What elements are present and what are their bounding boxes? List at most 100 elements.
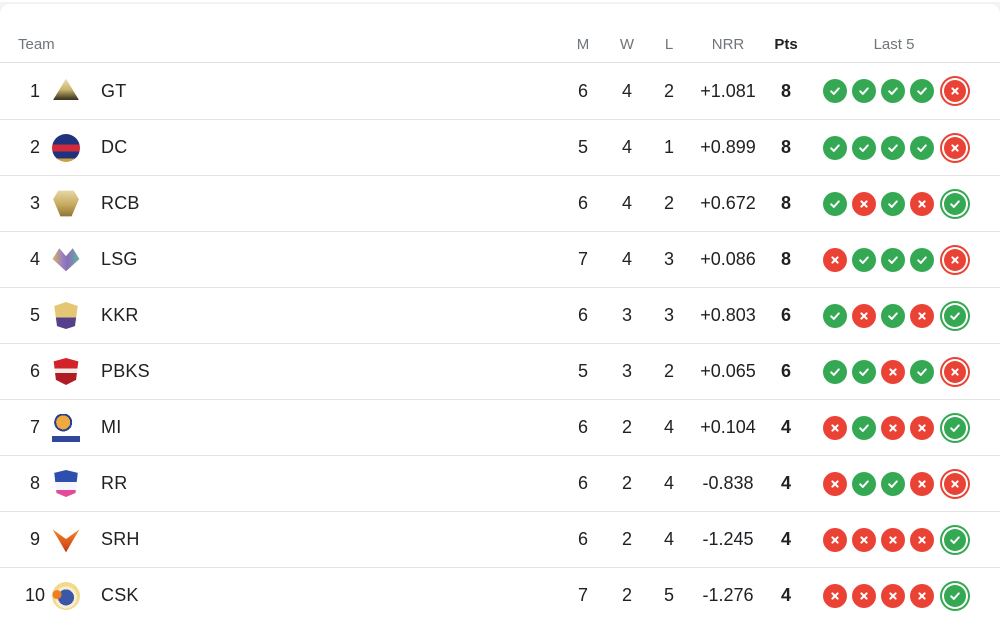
team-logo-cell xyxy=(52,358,80,386)
losses-value: 2 xyxy=(663,193,674,213)
matches-value: 5 xyxy=(577,361,588,381)
loss-cross-icon xyxy=(910,527,934,552)
win-check-icon xyxy=(823,359,847,384)
points-table-card: Team M W L NRR Pts Last 5 1 GT 6 4 2 +1.… xyxy=(0,4,1000,623)
team-logo-cell xyxy=(52,526,80,554)
nrr-value: -1.276 xyxy=(702,585,754,605)
team-logo-cell xyxy=(52,246,80,274)
team-rank: 2 xyxy=(29,137,40,157)
losses-value: 2 xyxy=(663,80,674,101)
win-check-icon xyxy=(881,135,905,160)
losses-value: 3 xyxy=(663,249,674,269)
wins-value: 4 xyxy=(621,80,632,101)
losses-value: 4 xyxy=(663,529,674,549)
team-rank: 5 xyxy=(29,305,40,325)
win-check-icon xyxy=(823,303,847,328)
team-logo-cell xyxy=(52,413,80,442)
points-value: 4 xyxy=(780,473,791,493)
table-row[interactable]: 5 KKR 6 3 3 +0.803 6 xyxy=(0,287,1000,343)
win-check-icon xyxy=(944,528,966,551)
points-value: 6 xyxy=(780,305,791,325)
loss-cross-icon xyxy=(944,360,966,383)
team-logo-cell xyxy=(52,302,80,330)
table-row[interactable]: 2 DC 5 4 1 +0.899 8 xyxy=(0,119,1000,175)
last5-results xyxy=(818,525,970,555)
table-row[interactable]: 3 RCB 6 4 2 +0.672 8 xyxy=(0,175,1000,231)
win-check-icon xyxy=(852,247,876,272)
nrr-value: +0.065 xyxy=(700,361,756,381)
team-code: MI xyxy=(101,417,122,437)
column-header-matches: M xyxy=(576,35,590,53)
wins-value: 4 xyxy=(621,137,632,157)
win-check-icon xyxy=(823,191,847,216)
team-code: LSG xyxy=(101,249,138,269)
matches-value: 6 xyxy=(577,193,588,213)
column-header-team: Team xyxy=(18,35,55,53)
team-code: KKR xyxy=(101,305,139,325)
table-row[interactable]: 6 PBKS 5 3 2 +0.065 6 xyxy=(0,343,1000,399)
team-logo-cell xyxy=(52,133,80,162)
team-rank: 1 xyxy=(29,80,40,101)
win-check-icon xyxy=(944,416,966,439)
table-row[interactable]: 8 RR 6 2 4 -0.838 4 xyxy=(0,455,1000,511)
win-check-icon xyxy=(881,303,905,328)
last5-results xyxy=(818,245,970,275)
loss-cross-icon xyxy=(910,303,934,328)
points-value: 8 xyxy=(780,137,791,157)
wins-value: 2 xyxy=(621,417,632,437)
points-value: 8 xyxy=(780,193,791,213)
mi-logo-icon xyxy=(52,413,80,442)
last5-results xyxy=(818,469,970,499)
nrr-value: +0.899 xyxy=(700,137,756,157)
loss-cross-icon xyxy=(823,247,847,272)
loss-cross-icon xyxy=(944,136,966,159)
team-code: RCB xyxy=(101,193,140,213)
last5-results xyxy=(818,301,970,331)
win-check-icon xyxy=(881,191,905,216)
losses-value: 5 xyxy=(663,585,674,605)
wins-value: 2 xyxy=(621,585,632,605)
matches-value: 6 xyxy=(577,417,588,437)
loss-cross-icon xyxy=(823,583,847,608)
wins-value: 2 xyxy=(621,473,632,493)
matches-value: 6 xyxy=(577,529,588,549)
team-rank: 6 xyxy=(29,361,40,381)
column-header-wins: W xyxy=(619,35,635,53)
points-value: 6 xyxy=(780,361,791,381)
win-check-icon xyxy=(852,415,876,440)
loss-cross-icon xyxy=(910,415,934,440)
matches-value: 6 xyxy=(577,80,588,101)
loss-cross-icon xyxy=(852,527,876,552)
team-logo-cell xyxy=(52,77,80,105)
win-check-icon xyxy=(881,247,905,272)
matches-value: 5 xyxy=(577,137,588,157)
points-value: 4 xyxy=(780,585,791,605)
column-header-losses: L xyxy=(664,35,674,53)
loss-cross-icon xyxy=(881,415,905,440)
loss-cross-icon xyxy=(881,359,905,384)
win-check-icon xyxy=(910,79,934,103)
loss-cross-icon xyxy=(910,583,934,608)
nrr-value: +0.104 xyxy=(700,417,756,437)
wins-value: 3 xyxy=(621,305,632,325)
loss-cross-icon xyxy=(944,80,966,102)
team-rank: 4 xyxy=(29,249,40,269)
team-rank: 10 xyxy=(24,585,46,605)
table-row[interactable]: 7 MI 6 2 4 +0.104 4 xyxy=(0,399,1000,455)
table-row[interactable]: 4 LSG 7 4 3 +0.086 8 xyxy=(0,231,1000,287)
win-check-icon xyxy=(944,584,966,607)
last5-results xyxy=(818,76,970,106)
loss-cross-icon xyxy=(910,191,934,216)
win-check-icon xyxy=(852,471,876,496)
loss-cross-icon xyxy=(881,527,905,552)
lsg-logo-icon xyxy=(52,248,80,272)
loss-cross-icon xyxy=(823,527,847,552)
losses-value: 4 xyxy=(663,417,674,437)
team-logo-cell xyxy=(52,190,80,218)
table-row[interactable]: 10 CSK 7 2 5 -1.276 4 xyxy=(0,567,1000,623)
table-row[interactable]: 9 SRH 6 2 4 -1.245 4 xyxy=(0,511,1000,567)
kkr-logo-icon xyxy=(54,302,78,329)
wins-value: 4 xyxy=(621,193,632,213)
table-row[interactable]: 1 GT 6 4 2 +1.081 8 xyxy=(0,63,1000,119)
